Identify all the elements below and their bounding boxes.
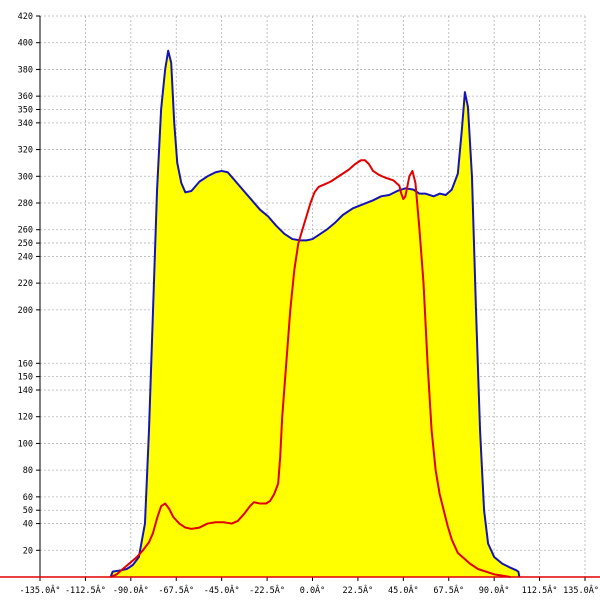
x-tick-label: 90.0Â° xyxy=(479,584,510,596)
y-tick-label: 150 xyxy=(18,373,33,383)
x-tick-label: -45.0Â° xyxy=(204,584,240,596)
y-tick-label: 420 xyxy=(18,12,33,22)
x-tick-label: -90.0Â° xyxy=(113,584,149,596)
y-tick-label: 120 xyxy=(18,413,33,423)
series-1-area xyxy=(110,50,520,578)
axes xyxy=(0,15,600,581)
y-tick-label: 360 xyxy=(18,92,33,102)
y-tick-label: 260 xyxy=(18,226,33,236)
x-tick-label: -22.5Â° xyxy=(249,584,285,596)
plot-series xyxy=(109,49,521,578)
x-tick-label: 112.5Â° xyxy=(522,584,558,596)
x-tick-label: -135.0Â° xyxy=(20,584,61,596)
y-tick-label: 20 xyxy=(23,546,33,556)
x-tick-label: -112.5Â° xyxy=(65,584,106,596)
y-tick-label: 280 xyxy=(18,199,33,209)
y-tick-label: 60 xyxy=(23,493,33,503)
y-tick-label: 50 xyxy=(23,506,33,516)
series-1-line xyxy=(109,49,521,578)
y-tick-label: 300 xyxy=(18,172,33,182)
x-tick-label: 135.0Â° xyxy=(563,584,599,596)
series-2-line xyxy=(110,159,511,578)
y-tick-label: 40 xyxy=(23,520,33,530)
y-tick-label: 320 xyxy=(18,146,33,156)
x-tick-label: 22.5Â° xyxy=(343,584,374,596)
y-tick-label: 250 xyxy=(18,239,33,249)
x-tick-label: -67.5Â° xyxy=(158,584,194,596)
y-tick-label: 100 xyxy=(18,439,33,449)
x-tick-label: 67.5Â° xyxy=(433,584,464,596)
y-tick-label: 200 xyxy=(18,306,33,316)
y-tick-label: 380 xyxy=(18,65,33,75)
y-tick-label: 340 xyxy=(18,119,33,129)
tick-labels: 20 40 50 60 80 100 120 140 150 160 200 220 240 250 260… xyxy=(18,12,599,596)
y-tick-label: 350 xyxy=(18,106,33,116)
y-tick-label: 240 xyxy=(18,252,33,262)
x-tick-label: 45.0Â° xyxy=(388,584,419,596)
y-tick-label: 80 xyxy=(23,466,33,476)
y-tick-label: 400 xyxy=(18,39,33,49)
x-tick-label: 0.0Â° xyxy=(300,584,326,596)
y-tick-label: 140 xyxy=(18,386,33,396)
y-tick-label: 220 xyxy=(18,279,33,289)
y-tick-label: 160 xyxy=(18,359,33,369)
